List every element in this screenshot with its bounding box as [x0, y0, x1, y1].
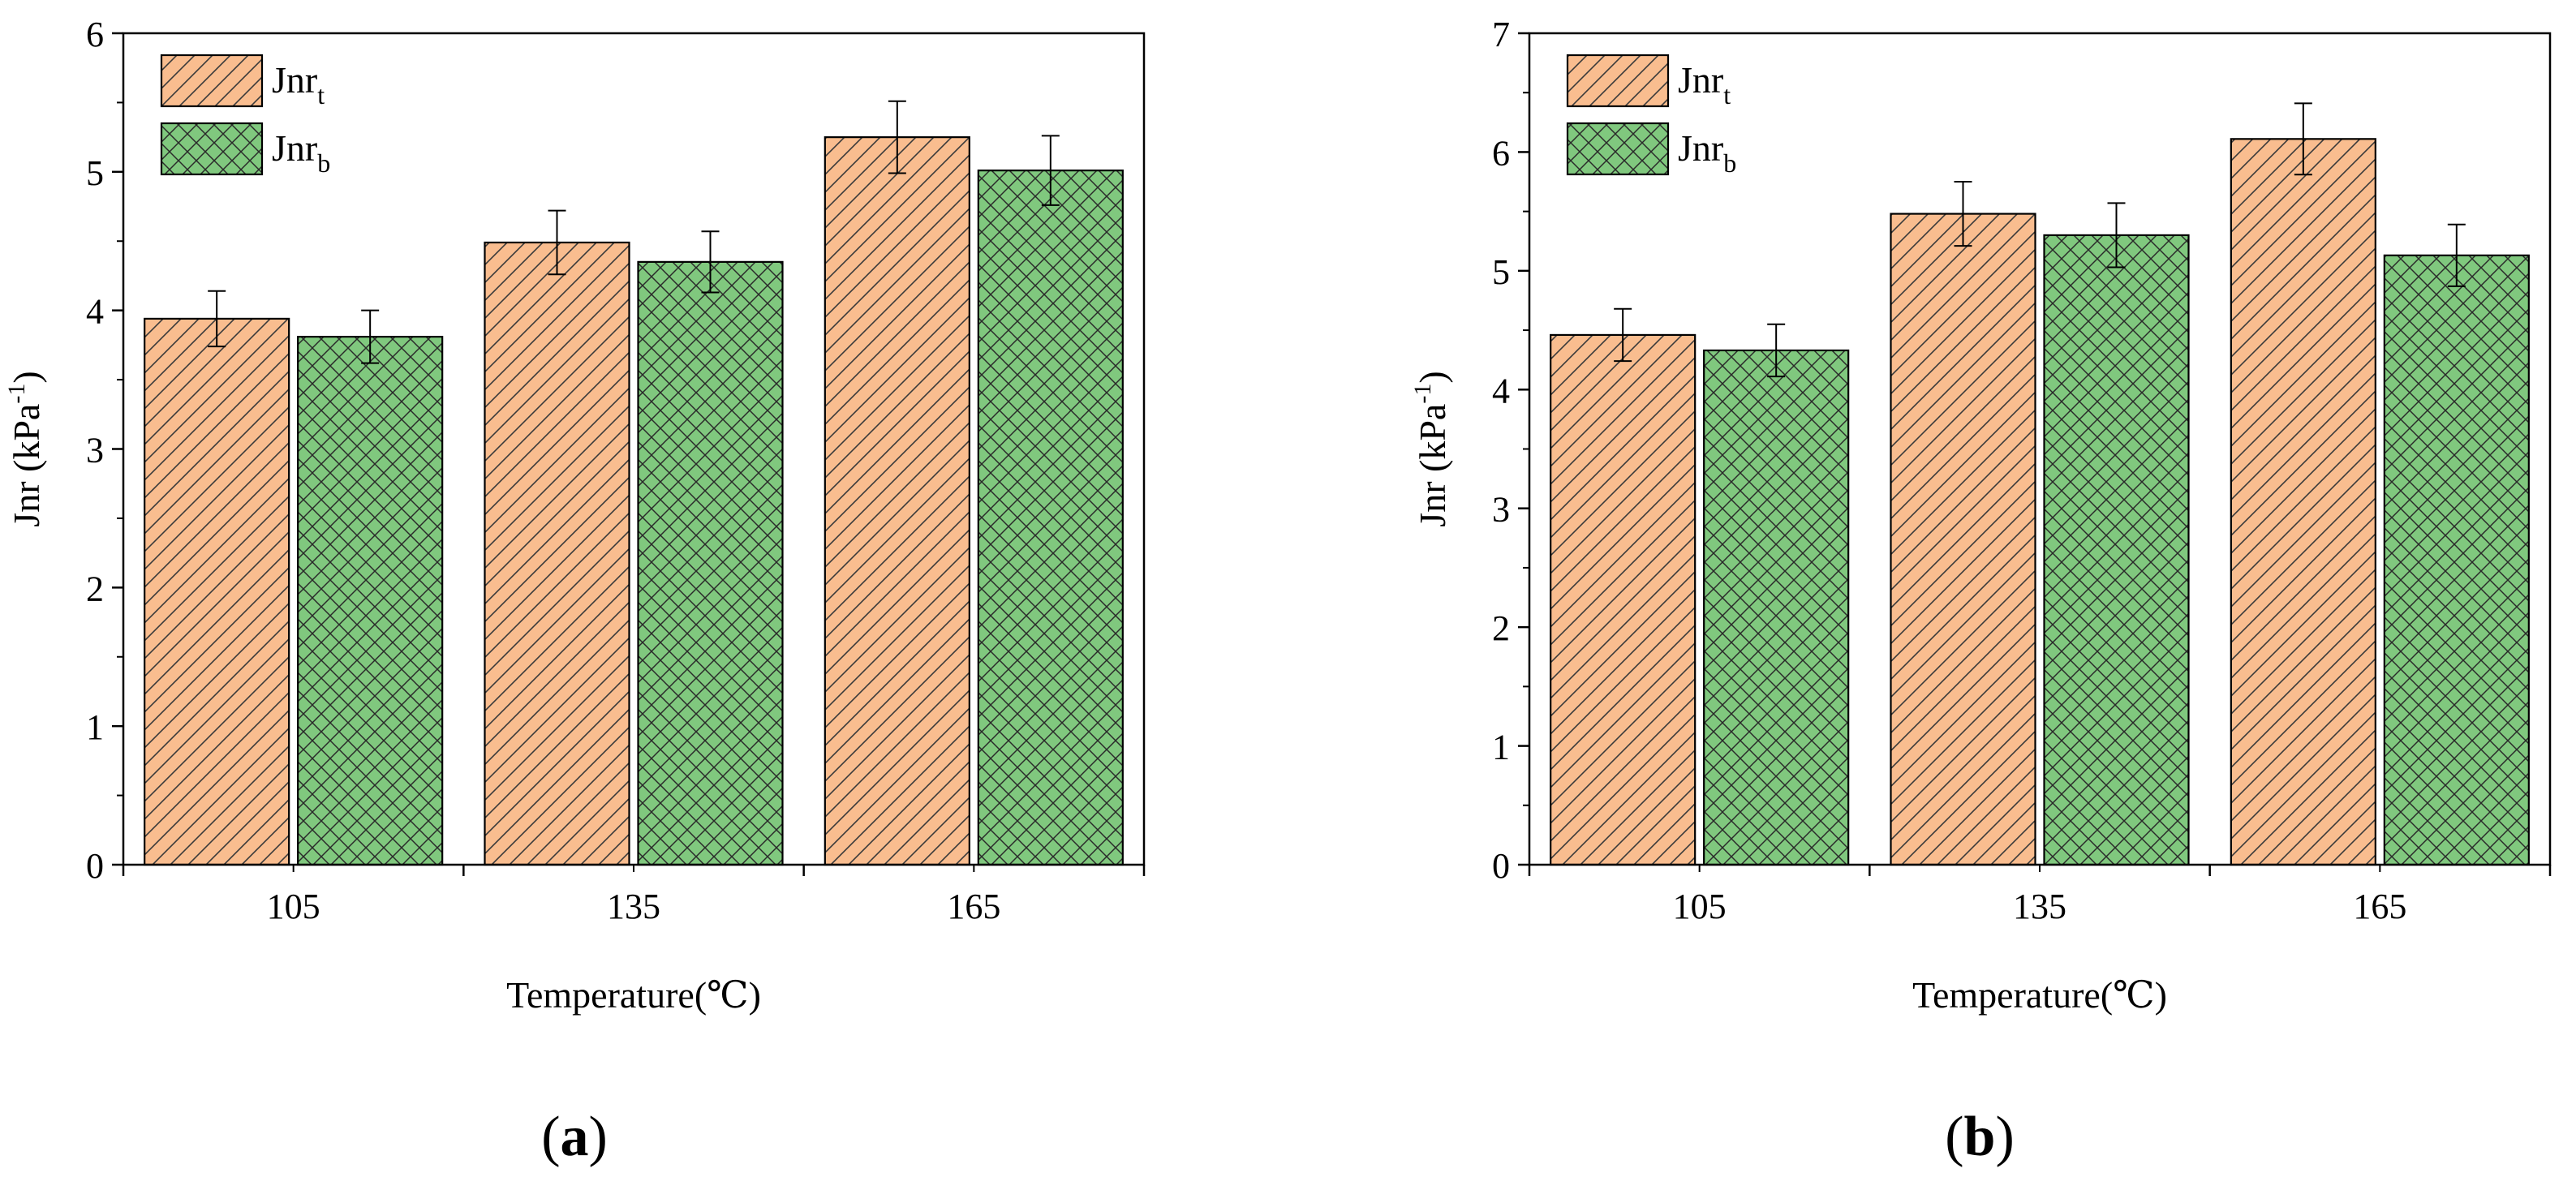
y-tick-label-3: 3 — [1492, 490, 1510, 530]
legend-label-sub: b — [1723, 148, 1736, 178]
panel-label-open: ( — [1945, 1106, 1963, 1168]
bar-hatch-b-135 — [637, 260, 784, 866]
panel-label-close: ) — [589, 1106, 608, 1168]
y-axis-label-end: ) — [1412, 371, 1453, 383]
x-tick-label-135: 135 — [2013, 887, 2066, 926]
bar-hatch-t-165 — [2230, 138, 2376, 866]
legend-label-b: Jnrb — [272, 127, 330, 178]
legend-swatch-hatch-b — [1566, 122, 1670, 176]
bar-hatch-b-165 — [2383, 254, 2530, 866]
bar-hatch-t-105 — [1550, 333, 1697, 866]
bar-hatch-t-105 — [144, 317, 290, 866]
x-axis-label: Temperature(℃) — [506, 974, 761, 1016]
bar-hatch-b-105 — [297, 336, 444, 866]
x-tick-label-165: 165 — [947, 887, 1000, 926]
legend-swatch-hatch-b — [160, 122, 264, 176]
panel-label: (a) — [541, 1106, 608, 1168]
x-axis-label: Temperature(℃) — [1912, 974, 2167, 1016]
y-tick-label-0: 0 — [1492, 846, 1510, 886]
legend-label-t: Jnrt — [1678, 59, 1731, 110]
bar-hatch-b-165 — [977, 170, 1124, 866]
x-tick-label-105: 105 — [267, 887, 320, 926]
legend-swatch-hatch-t — [1566, 54, 1670, 108]
x-tick-label-105: 105 — [1673, 887, 1727, 926]
y-tick-label-7: 7 — [1492, 15, 1510, 54]
y-axis-label-main: Jnr (kPa — [6, 404, 47, 527]
x-tick-label-165: 165 — [2353, 887, 2406, 926]
chart-panel-b: 0 1 2 3 4 5 6 7 105 135 165 Temperature(℃) Jnr (kPa-… — [1409, 15, 2552, 1168]
legend-swatch-hatch-t — [160, 54, 264, 108]
y-axis-label: Jnr (kPa-1) — [1409, 371, 1453, 526]
panel-label-close: ) — [1995, 1106, 2014, 1168]
y-tick-label-6: 6 — [86, 15, 104, 54]
panel-label: (b) — [1945, 1106, 2015, 1168]
legend-label-main: Jnr — [1678, 59, 1723, 101]
y-axis-label: Jnr (kPa-1) — [3, 371, 47, 526]
legend-label-b: Jnrb — [1678, 127, 1736, 178]
y-tick-label-5: 5 — [86, 153, 104, 193]
y-tick-label-4: 4 — [86, 292, 104, 332]
panel-label-letter: b — [1964, 1106, 1996, 1168]
legend-label-t: Jnrt — [272, 59, 325, 110]
legend-label-sub: b — [317, 148, 330, 178]
y-tick-label-2: 2 — [1492, 608, 1510, 648]
y-tick-label-5: 5 — [1492, 252, 1510, 292]
legend-label-main: Jnr — [1678, 127, 1723, 169]
y-tick-label-4: 4 — [1492, 371, 1510, 410]
bar-hatch-t-135 — [484, 241, 630, 866]
chart-panel-a: 0 1 2 3 4 5 6 105 135 165 Temperature(℃) Jnr (kPa-1… — [3, 15, 1146, 1168]
panel-label-open: ( — [541, 1106, 560, 1168]
bar-hatch-b-135 — [2043, 234, 2190, 866]
y-tick-label-2: 2 — [86, 569, 104, 608]
y-tick-label-3: 3 — [86, 431, 104, 470]
y-axis-label-sup: -1 — [1409, 384, 1436, 404]
panel-label-letter: a — [561, 1106, 589, 1168]
legend-label-main: Jnr — [272, 59, 317, 101]
y-axis-label-main: Jnr (kPa — [1412, 404, 1453, 527]
bar-hatch-t-135 — [1890, 213, 2036, 866]
bar-hatch-b-105 — [1703, 349, 1850, 866]
x-tick-label-135: 135 — [607, 887, 660, 926]
legend-label-sub: t — [317, 80, 325, 110]
y-tick-label-6: 6 — [1492, 133, 1510, 173]
legend-label-sub: t — [1723, 80, 1731, 110]
legend-label-main: Jnr — [272, 127, 317, 169]
y-tick-label-1: 1 — [86, 707, 104, 747]
bar-hatch-t-165 — [824, 136, 970, 866]
y-axis-label-end: ) — [6, 371, 47, 383]
y-tick-label-0: 0 — [86, 846, 104, 886]
y-axis-label-sup: -1 — [3, 384, 30, 404]
y-tick-label-1: 1 — [1492, 728, 1510, 767]
